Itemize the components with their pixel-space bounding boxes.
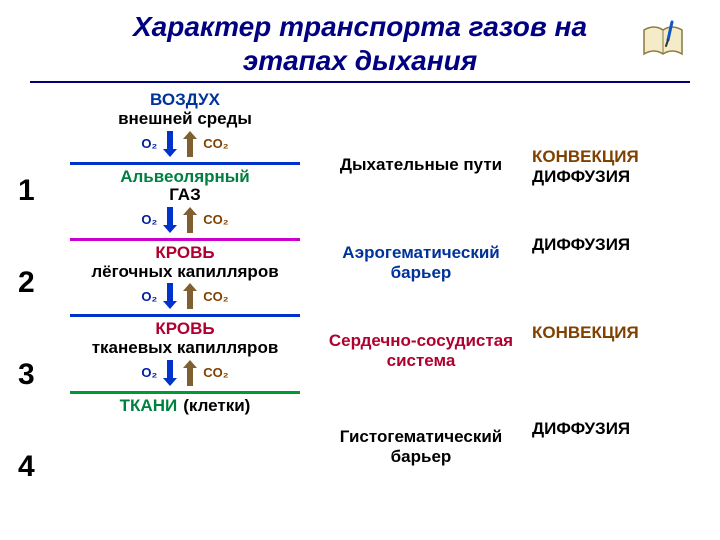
gas-exchange-2: O₂ CO₂ — [75, 205, 295, 235]
stage-number-2: 2 — [18, 237, 54, 329]
barrier-line-1 — [70, 162, 300, 165]
stage-number-3: 3 — [18, 329, 54, 421]
co2-label: CO₂ — [203, 365, 228, 380]
compartment-tissue-blood: КРОВЬ тканевых капилляров — [92, 320, 279, 357]
stage-number-4: 4 — [18, 421, 54, 513]
co2-label: CO₂ — [203, 136, 228, 151]
compartment-tissues: ТКАНИ (клетки) — [120, 397, 251, 416]
barrier-label-3: Сердечно-сосудистая система — [316, 325, 526, 421]
compartment-air: ВОЗДУХ внешней среды — [118, 91, 252, 128]
barrier-label-1: Дыхательные пути — [316, 149, 526, 237]
mechanism-4: ДИФФУЗИЯ — [532, 413, 712, 445]
gas-exchange-4: O₂ CO₂ — [75, 358, 295, 388]
barrier-names-column: Дыхательные пути Аэрогематический барьер… — [316, 91, 526, 513]
barrier-label-4: Гистогематический барьер — [316, 421, 526, 472]
stage-number-1: 1 — [18, 145, 54, 237]
mech-1a: КОНВЕКЦИЯ — [532, 147, 639, 166]
o2-label: O₂ — [141, 136, 157, 151]
compartments-column: ВОЗДУХ внешней среды O₂ CO₂ Альвеолярный… — [60, 91, 310, 513]
barrier-line-3 — [70, 314, 300, 317]
arrow-down-icon — [163, 207, 177, 233]
arrow-up-icon — [183, 283, 197, 309]
arrow-down-icon — [163, 360, 177, 386]
arrow-up-icon — [183, 360, 197, 386]
mechanism-3: КОНВЕКЦИЯ — [532, 317, 712, 413]
barrier-line-4 — [70, 391, 300, 394]
mech-1b: ДИФФУЗИЯ — [532, 167, 630, 186]
arrow-down-icon — [163, 131, 177, 157]
barrier-label-2: Аэрогематический барьер — [316, 237, 526, 325]
tissues-sublabel: (клетки) — [183, 397, 250, 416]
stage-numbers-column: 1 2 3 4 — [18, 91, 54, 513]
arrow-down-icon — [163, 283, 177, 309]
mechanism-1: КОНВЕКЦИЯ ДИФФУЗИЯ — [532, 141, 712, 229]
alveolar-label: Альвеолярный — [120, 167, 250, 186]
air-label: ВОЗДУХ — [150, 90, 220, 109]
arrow-up-icon — [183, 207, 197, 233]
o2-label: O₂ — [141, 289, 157, 304]
slide-title: Характер транспорта газов на этапах дыха… — [0, 0, 720, 81]
lung-blood-sublabel: лёгочных капилляров — [91, 262, 278, 281]
tissue-blood-sublabel: тканевых капилляров — [92, 338, 279, 357]
gas-exchange-3: O₂ CO₂ — [75, 281, 295, 311]
mechanism-2: ДИФФУЗИЯ — [532, 229, 712, 317]
co2-label: CO₂ — [203, 289, 228, 304]
barrier-line-2 — [70, 238, 300, 241]
arrow-up-icon — [183, 131, 197, 157]
alveolar-sublabel: ГАЗ — [169, 185, 201, 204]
lung-blood-label: КРОВЬ — [155, 243, 214, 262]
diagram-grid: 1 2 3 4 ВОЗДУХ внешней среды O₂ CO₂ Альв… — [0, 91, 720, 513]
o2-label: O₂ — [141, 212, 157, 227]
compartment-alveolar: Альвеолярный ГАЗ — [120, 168, 250, 205]
mechanisms-column: КОНВЕКЦИЯ ДИФФУЗИЯ ДИФФУЗИЯ КОНВЕКЦИЯ ДИ… — [532, 91, 712, 513]
title-underline — [30, 81, 690, 83]
title-line-1: Характер транспорта газов на — [133, 11, 587, 42]
o2-label: O₂ — [141, 365, 157, 380]
gas-exchange-1: O₂ CO₂ — [75, 129, 295, 159]
tissue-blood-label: КРОВЬ — [155, 319, 214, 338]
tissues-label: ТКАНИ — [120, 397, 178, 416]
notebook-icon — [638, 18, 688, 67]
co2-label: CO₂ — [203, 212, 228, 227]
compartment-lung-blood: КРОВЬ лёгочных капилляров — [91, 244, 278, 281]
title-line-2: этапах дыхания — [243, 45, 477, 76]
air-sublabel: внешней среды — [118, 109, 252, 128]
